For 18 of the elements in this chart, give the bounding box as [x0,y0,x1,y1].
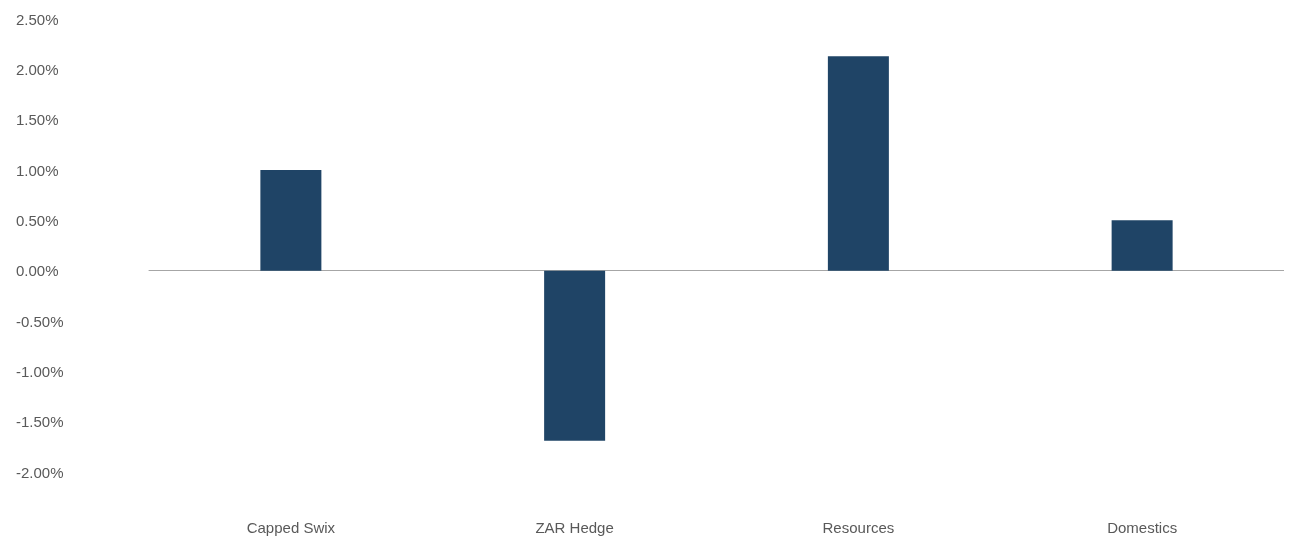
y-tick-label: 1.50% [16,111,59,129]
x-tick-label: ZAR Hedge [535,519,614,536]
bar [827,56,889,271]
y-tick-label: 2.50% [16,10,59,28]
y-tick-label: 0.00% [16,262,59,280]
x-tick-label: Domestics [1107,519,1178,536]
bar [1111,220,1173,271]
x-tick-label: Capped Swix [246,519,336,536]
y-tick-label: 0.50% [16,211,59,229]
y-tick-label: -1.50% [16,413,64,431]
y-tick-label: 2.00% [16,60,59,78]
bar [260,170,322,271]
y-tick-label: -2.00% [16,463,64,481]
y-tick-label: -0.50% [16,312,64,330]
y-tick-label: 1.00% [16,161,59,179]
y-tick-label: -1.00% [16,362,64,380]
bar [544,270,606,441]
x-tick-label: Resources [822,519,895,536]
